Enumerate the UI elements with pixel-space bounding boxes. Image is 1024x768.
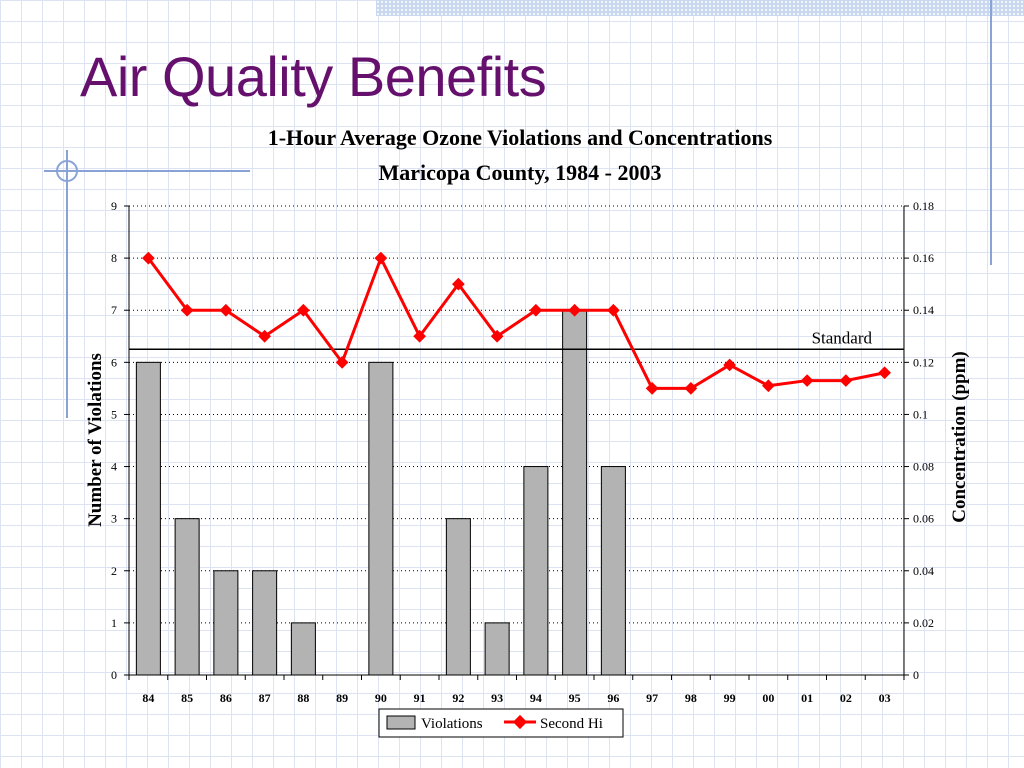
x-tick-label: 02 xyxy=(840,691,852,705)
standard-label: Standard xyxy=(812,328,873,347)
legend-swatch-violations xyxy=(386,715,416,730)
y2-tick-label: 0.04 xyxy=(913,564,934,578)
x-tick-label: 90 xyxy=(375,691,387,705)
point-88 xyxy=(297,303,310,317)
point-02 xyxy=(839,374,853,387)
point-89 xyxy=(335,355,349,369)
y2-tick-label: 0 xyxy=(913,668,919,682)
bar-86 xyxy=(213,570,239,676)
point-01 xyxy=(800,374,814,387)
chart-subtitle: Maricopa County, 1984 - 2003 xyxy=(379,160,662,185)
point-96 xyxy=(607,303,620,317)
line-path xyxy=(147,256,885,390)
point-91 xyxy=(413,329,426,343)
legend-swatch-second-hi-marker xyxy=(512,714,528,730)
bar-93 xyxy=(484,622,510,676)
chart-legend: Violations Second Hi xyxy=(378,708,624,738)
point-97 xyxy=(645,382,659,395)
x-tick-label: 01 xyxy=(801,691,813,705)
x-tick-label: 88 xyxy=(297,691,309,705)
bar-94 xyxy=(523,466,549,676)
x-tick-label: 85 xyxy=(181,691,193,705)
x-tick-label: 92 xyxy=(452,691,464,705)
standard-line-group: Standard xyxy=(129,328,904,351)
x-tick-label: 94 xyxy=(530,691,542,705)
x-tick-label: 03 xyxy=(879,691,891,705)
bar-90 xyxy=(368,361,394,676)
y2-tick-label: 0.12 xyxy=(913,355,934,369)
y2-tick-label: 0.18 xyxy=(913,199,934,213)
bar-88 xyxy=(290,622,316,676)
point-84 xyxy=(142,251,155,265)
decorative-circle xyxy=(56,160,78,182)
point-92 xyxy=(452,277,465,291)
chart-title: 1-Hour Average Ozone Violations and Conc… xyxy=(268,125,773,150)
x-tick-label: 84 xyxy=(142,691,154,705)
y-tick-label: 5 xyxy=(111,407,117,421)
x-tick-label: 99 xyxy=(724,691,736,705)
point-93 xyxy=(490,329,504,343)
decorative-vertical-line xyxy=(990,0,992,265)
bar-95 xyxy=(562,309,588,676)
legend-box xyxy=(378,708,624,738)
x-tick-label: 98 xyxy=(685,691,697,705)
y2-tick-label: 0.16 xyxy=(913,251,934,265)
bar-87 xyxy=(252,570,278,676)
x-tick-label: 95 xyxy=(569,691,581,705)
point-98 xyxy=(684,382,698,395)
y-tick-label: 2 xyxy=(111,564,117,578)
bar-85 xyxy=(174,518,200,676)
point-86 xyxy=(219,303,233,317)
bar-92 xyxy=(445,518,471,676)
point-03 xyxy=(878,366,891,380)
y-tick-label: 0 xyxy=(111,668,117,682)
x-tick-label: 00 xyxy=(762,691,774,705)
x-tick-label: 91 xyxy=(414,691,426,705)
x-tick-label: 89 xyxy=(336,691,348,705)
point-85 xyxy=(180,303,194,317)
point-99 xyxy=(723,358,736,372)
x-tick-label: 86 xyxy=(220,691,232,705)
bar-84 xyxy=(135,361,161,676)
x-tick-label: 97 xyxy=(646,691,658,705)
bar-series-violations xyxy=(135,309,626,676)
point-00 xyxy=(762,379,775,393)
slide-title: Air Quality Benefits xyxy=(80,45,547,108)
y-axis-label: Number of Violations xyxy=(85,353,106,527)
y2-tick-label: 0.08 xyxy=(913,460,934,474)
y-tick-label: 1 xyxy=(111,616,117,630)
y-tick-label: 8 xyxy=(111,251,117,265)
legend-label-second-hi: Second Hi xyxy=(540,716,603,732)
x-tick-label: 96 xyxy=(607,691,619,705)
point-87 xyxy=(258,329,271,343)
decorative-dotted-band xyxy=(376,0,1024,16)
y2-tick-label: 0.02 xyxy=(913,616,934,630)
x-tick-label: 93 xyxy=(491,691,503,705)
y2-tick-label: 0.14 xyxy=(913,303,934,317)
chart-axes xyxy=(124,205,909,680)
y-tick-label: 3 xyxy=(111,512,117,526)
decorative-left-vertical-line xyxy=(66,150,68,418)
legend-label-violations: Violations xyxy=(421,716,483,732)
x-tick-label: 87 xyxy=(259,691,271,705)
y-tick-label: 9 xyxy=(111,199,117,213)
y2-tick-label: 0.06 xyxy=(913,512,934,526)
point-90 xyxy=(374,251,388,265)
tick-labels: 012345678900.020.040.060.080.10.120.140.… xyxy=(111,199,934,705)
y-tick-label: 4 xyxy=(111,460,117,474)
grid-lines xyxy=(129,205,904,624)
y2-axis-label: Concentration (ppm) xyxy=(949,351,970,523)
y2-tick-label: 0.1 xyxy=(913,407,928,421)
decorative-horizontal-line xyxy=(44,170,250,172)
line-series-second-hi xyxy=(142,251,891,395)
bar-96 xyxy=(600,466,626,676)
y-tick-label: 6 xyxy=(111,355,117,369)
y-tick-label: 7 xyxy=(111,303,117,317)
